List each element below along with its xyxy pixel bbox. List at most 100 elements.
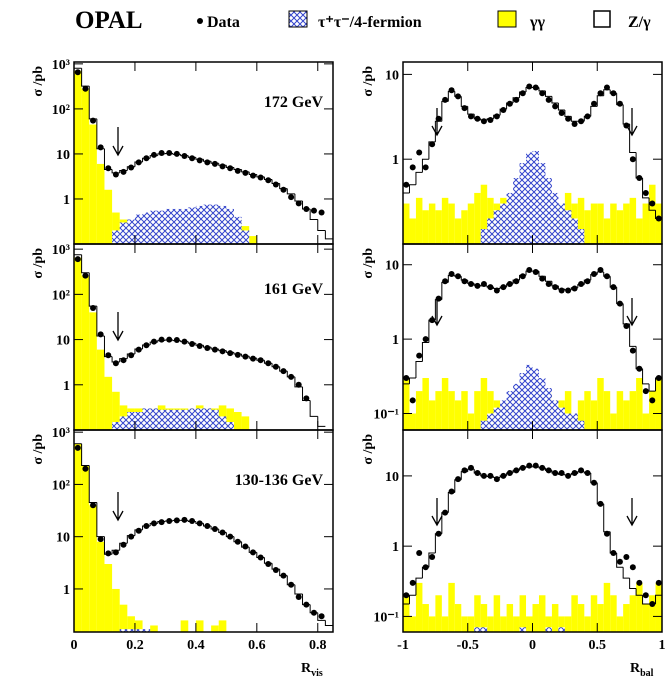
tautau-bar	[545, 627, 552, 632]
tautau-bar	[571, 413, 578, 430]
data-point	[250, 549, 257, 556]
data-point	[493, 476, 500, 483]
zgamma-step	[551, 96, 559, 104]
gamma-gamma-bar	[636, 378, 643, 430]
data-point	[120, 541, 127, 548]
data-point	[539, 275, 546, 282]
gamma-gamma-bar	[649, 595, 656, 632]
data-point	[597, 90, 604, 97]
zgamma-step	[294, 584, 303, 595]
tautau-bar	[134, 214, 143, 244]
tautau-bar	[218, 205, 227, 244]
data-point	[181, 152, 188, 159]
data-point	[571, 469, 578, 476]
data-point	[196, 343, 203, 350]
data-point	[219, 163, 226, 170]
data-point	[416, 352, 423, 359]
data-point	[196, 520, 203, 527]
data-point	[295, 381, 302, 388]
gamma-gamma-bar	[513, 616, 520, 632]
gamma-gamma-bar	[616, 391, 624, 430]
gamma-gamma-bar	[487, 616, 494, 632]
data-point	[552, 469, 559, 476]
zgamma-step	[403, 383, 410, 430]
zgamma-step	[570, 116, 578, 122]
tautau-bar	[218, 416, 227, 430]
data-point	[480, 118, 487, 125]
x-tick-label: 0.4	[187, 638, 205, 653]
data-point	[135, 346, 142, 353]
data-point	[435, 530, 442, 537]
gamma-gamma-bar	[597, 203, 604, 244]
data-point	[616, 558, 623, 565]
data-point	[112, 360, 119, 367]
data-point	[97, 331, 104, 338]
panel-frame	[73, 429, 334, 633]
zgamma-step	[596, 95, 604, 107]
gamma-gamma-bar	[249, 236, 257, 244]
data-point	[655, 579, 662, 586]
data-point	[519, 273, 526, 280]
gamma-gamma-bar	[403, 378, 410, 430]
data-point	[204, 345, 211, 352]
zgamma-step	[629, 124, 637, 153]
data-point	[280, 186, 287, 193]
gamma-gamma-bar	[584, 391, 591, 430]
data-point	[493, 287, 500, 294]
zgamma-step	[415, 361, 423, 379]
data-point	[166, 149, 173, 156]
gamma-gamma-bar	[597, 378, 604, 430]
zgamma-step	[81, 68, 90, 87]
data-point	[150, 520, 157, 527]
data-point	[474, 282, 481, 289]
data-point	[474, 469, 481, 476]
zgamma-step	[544, 90, 552, 97]
gamma-gamma-bar	[226, 408, 234, 430]
data-point	[467, 281, 474, 288]
data-point	[448, 87, 455, 94]
data-point	[143, 342, 150, 349]
zgamma-step	[428, 319, 436, 343]
tautau-bar	[487, 413, 494, 430]
data-point	[629, 156, 636, 163]
tautau-bar	[513, 178, 520, 244]
gamma-gamma-bar	[571, 595, 578, 632]
data-point	[204, 159, 211, 166]
data-point	[584, 113, 591, 120]
data-point	[584, 469, 591, 476]
data-point	[257, 554, 264, 561]
zgamma-step	[447, 492, 455, 513]
legend-swatch	[288, 10, 308, 28]
zgamma-step	[421, 342, 429, 362]
tautau-bar	[188, 408, 196, 430]
gamma-gamma-bar	[454, 400, 462, 430]
data-point	[303, 395, 310, 402]
tautau-bar	[558, 627, 565, 632]
tautau-bar	[545, 178, 552, 244]
data-point	[272, 567, 279, 574]
gamma-gamma-bar	[96, 163, 105, 244]
tautau-bar	[119, 222, 128, 244]
data-point	[442, 509, 449, 516]
gamma-gamma-bar	[467, 413, 475, 430]
tautau-bar	[513, 383, 520, 430]
zgamma-step	[309, 208, 318, 220]
data-point	[74, 69, 81, 76]
gamma-gamma-bar	[500, 616, 507, 632]
tautau-bar	[493, 210, 501, 244]
tautau-bar	[532, 368, 539, 430]
gamma-gamma-bar	[590, 400, 598, 430]
data-point	[120, 357, 127, 364]
y-axis-label: σ /pb	[31, 434, 46, 465]
y-tick-label: 1	[392, 153, 399, 168]
tautau-bar	[233, 216, 242, 244]
zgamma-step	[538, 271, 546, 277]
gamma-gamma-bar	[584, 210, 591, 244]
gamma-gamma-bar	[467, 616, 475, 632]
data-point	[272, 363, 279, 370]
y-tick-label: 10	[56, 334, 70, 349]
gamma-gamma-bar	[474, 391, 481, 430]
gamma-gamma-bar	[422, 604, 429, 632]
tautau-bar	[127, 412, 135, 430]
tautau-bar	[203, 204, 212, 244]
